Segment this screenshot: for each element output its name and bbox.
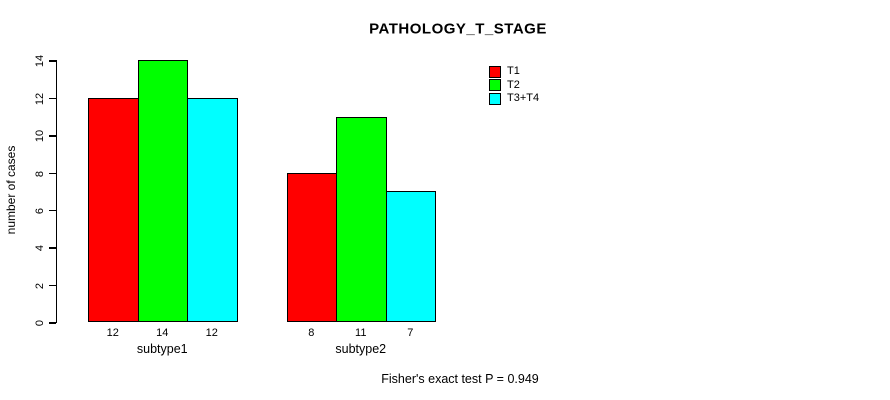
group-label-subtype2: subtype2: [335, 342, 387, 356]
legend-swatch-icon: [489, 92, 501, 105]
y-tick-mark: [48, 247, 56, 249]
fisher-test-annotation: Fisher's exact test P = 0.949: [381, 372, 539, 386]
y-tick-label: 10: [34, 130, 46, 143]
y-tick-label: 12: [34, 92, 46, 105]
y-tick-label: 2: [34, 282, 46, 289]
y-tick-label: 8: [34, 170, 46, 177]
y-tick-mark: [48, 284, 56, 287]
legend-label: T1: [507, 65, 520, 78]
legend-swatch-icon: [489, 79, 501, 92]
legend-swatch-icon: [489, 65, 501, 78]
legend-item-T2: T2: [489, 79, 539, 93]
y-tick-label: 4: [34, 245, 46, 252]
y-tick-label: 0: [34, 319, 46, 327]
bar-value-label: 7: [407, 327, 414, 339]
y-axis-line: [55, 60, 57, 324]
y-tick-mark: [48, 172, 56, 175]
legend-item-T1: T1: [489, 65, 539, 79]
y-axis-label: number of cases: [4, 145, 18, 235]
legend-label: T2: [507, 78, 520, 91]
y-tick-label: 6: [34, 207, 46, 214]
bar-value-label: 12: [205, 327, 218, 339]
y-tick-mark: [48, 209, 56, 212]
bar-value-label: 14: [156, 327, 169, 339]
bar-subtype1-T3+T4: [187, 97, 238, 322]
group-label-subtype1: subtype1: [136, 342, 188, 356]
bar-value-label: 12: [106, 327, 119, 339]
y-tick-mark: [48, 135, 56, 137]
y-tick-mark: [48, 60, 56, 62]
legend-label: T3+T4: [507, 92, 540, 105]
bar-value-label: 11: [355, 327, 367, 339]
y-tick-mark: [48, 97, 56, 100]
chart-title: PATHOLOGY_T_STAGE: [369, 20, 547, 38]
bar-subtype2-T1: [286, 172, 338, 322]
y-tick-label: 14: [34, 55, 46, 68]
bar-subtype1-T2: [137, 60, 189, 322]
bar-subtype1-T1: [88, 97, 139, 322]
legend-item-T3+T4: T3+T4: [489, 92, 539, 106]
y-tick-mark: [48, 322, 56, 324]
bar-subtype2-T3+T4: [385, 191, 437, 322]
bar-value-label: 8: [308, 327, 315, 339]
legend: T1 T2 T3+T4: [489, 65, 539, 106]
bar-subtype2-T2: [336, 116, 387, 322]
